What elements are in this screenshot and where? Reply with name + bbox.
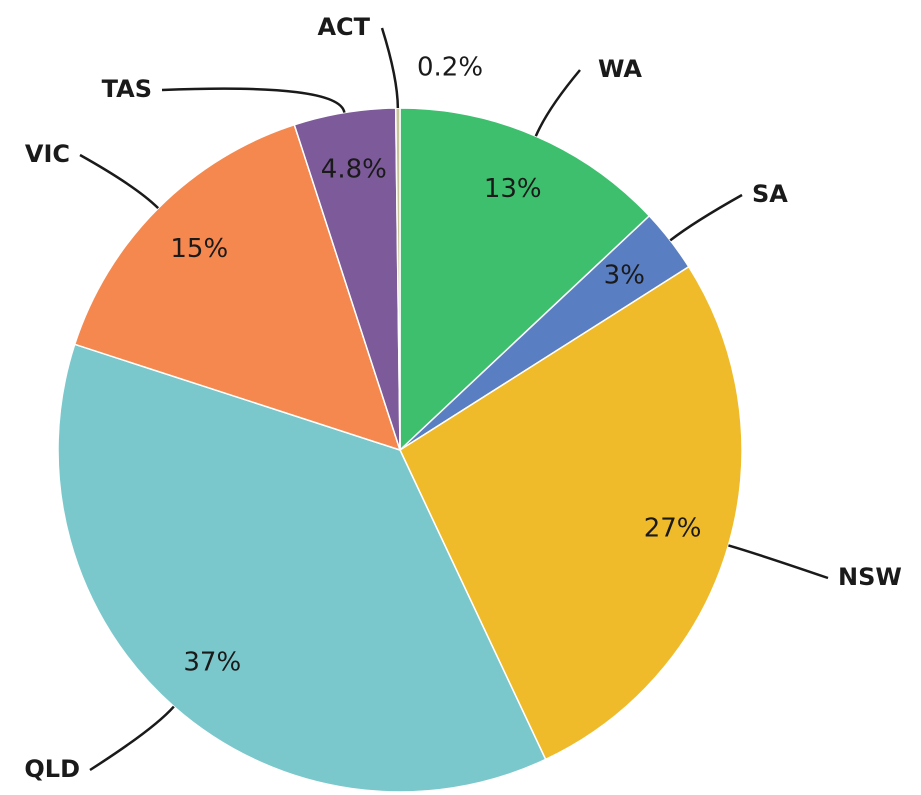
leader-line (380, 27, 400, 109)
leader-line (669, 193, 743, 242)
pie-slice (73, 123, 402, 452)
leader-line (79, 153, 160, 210)
category-label: VIC (25, 140, 70, 168)
category-label: WA (598, 55, 642, 83)
value-label: 4.8% (321, 154, 387, 184)
leader-line (534, 69, 581, 137)
category-label: TAS (102, 75, 152, 103)
value-label: 0.2% (417, 53, 483, 83)
category-label: ACT (317, 13, 370, 41)
leader-line (89, 705, 175, 772)
leader-line (161, 87, 346, 113)
leader-line (728, 544, 829, 580)
value-label: 15% (170, 234, 228, 264)
pie-slice (399, 107, 651, 452)
category-label: QLD (24, 755, 80, 783)
value-label: 27% (644, 514, 702, 544)
category-label: SA (752, 180, 788, 208)
category-label: NSW (838, 563, 902, 591)
value-label: 3% (604, 261, 645, 291)
value-label: 13% (484, 174, 542, 204)
value-label: 37% (183, 647, 241, 677)
